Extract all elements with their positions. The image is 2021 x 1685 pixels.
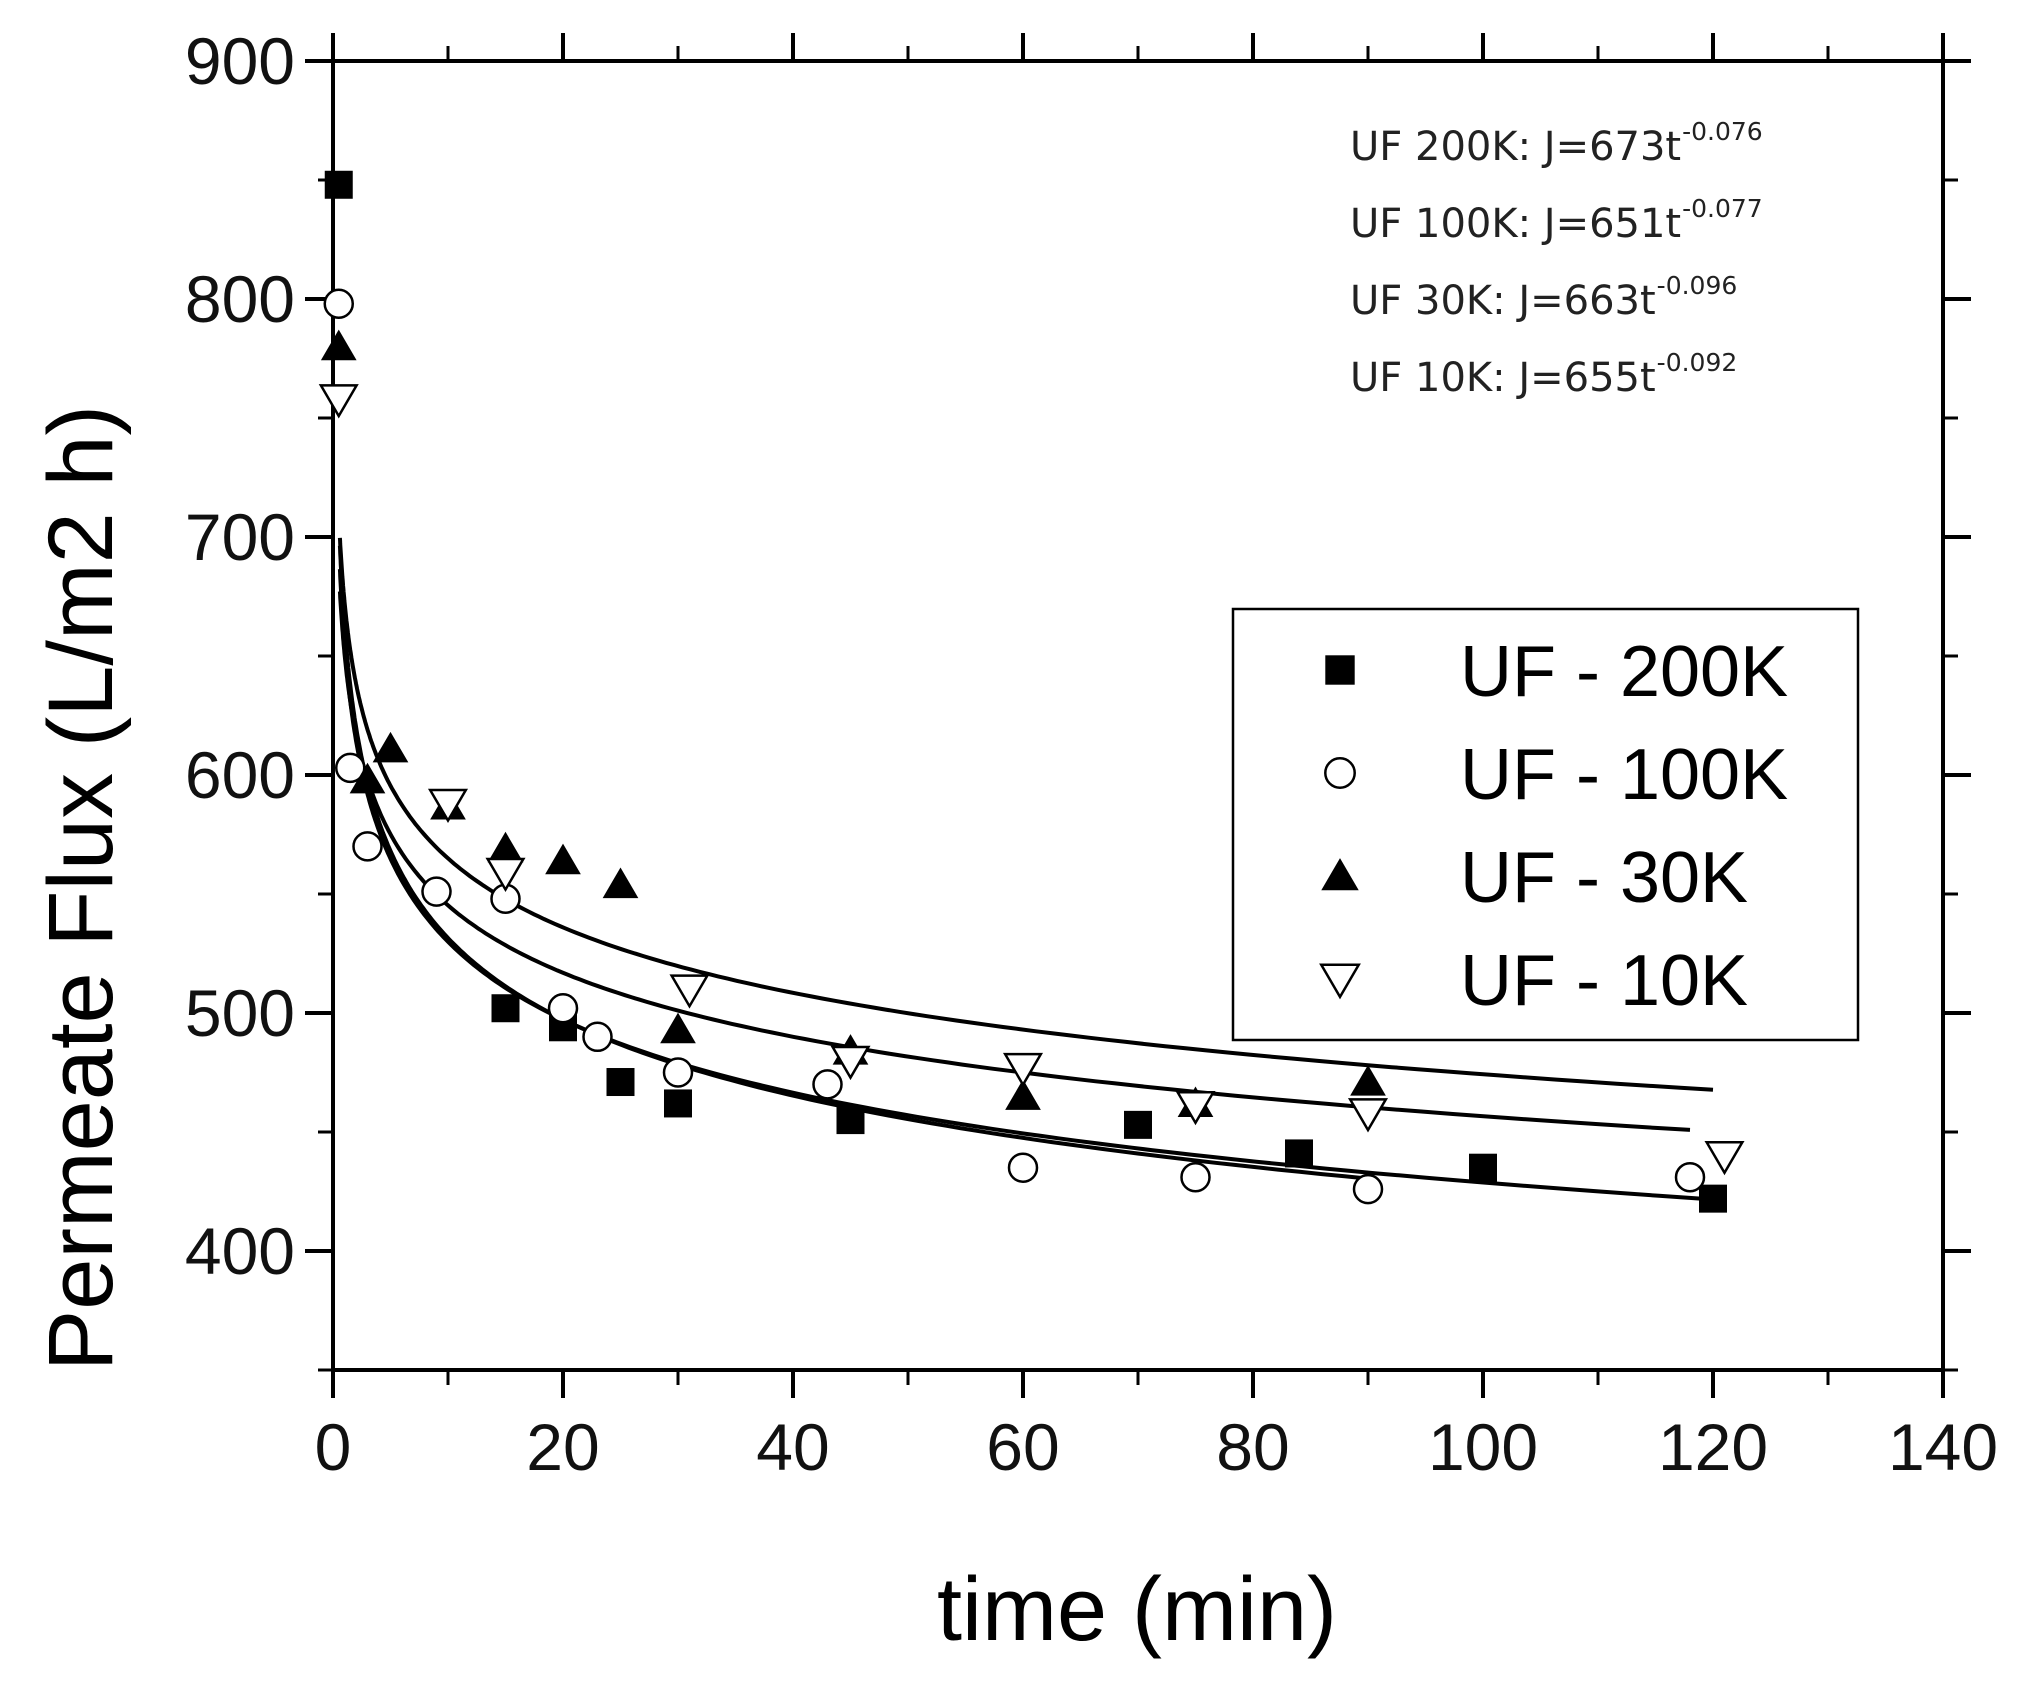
marker-square xyxy=(664,1089,692,1118)
x-tick-label: 0 xyxy=(315,1410,352,1484)
fit-curve xyxy=(337,568,1725,1203)
marker-triangle-down xyxy=(830,1045,871,1081)
marker-square xyxy=(491,994,520,1023)
fit-equation-exponent: -0.096 xyxy=(1657,271,1738,300)
y-axis-title: Permeate Flux (L/m2 h) xyxy=(30,405,132,1371)
y-tick-label: 700 xyxy=(185,500,295,574)
fit-equation: UF 30K: J=663t xyxy=(1350,278,1656,324)
x-tick-label: 40 xyxy=(756,1410,829,1484)
marker-circle xyxy=(1674,1161,1706,1193)
marker-triangle-down xyxy=(1002,1052,1044,1088)
legend-entry-label: UF - 200K xyxy=(1460,632,1788,712)
marker-triangle-down xyxy=(1704,1140,1745,1176)
marker-triangle-up xyxy=(349,762,386,794)
data-markers xyxy=(318,170,1745,1213)
fit-curve xyxy=(337,537,1714,1092)
marker-square xyxy=(1325,655,1355,685)
y-tick-label: 900 xyxy=(185,24,295,98)
x-axis-title: time (min) xyxy=(937,1560,1337,1660)
marker-circle xyxy=(812,1069,843,1100)
marker-triangle-down xyxy=(485,857,526,893)
marker-circle xyxy=(335,752,366,784)
y-tick-label: 600 xyxy=(185,738,295,812)
marker-triangle-up xyxy=(602,867,639,899)
x-tick-label: 140 xyxy=(1888,1410,1998,1484)
marker-circle xyxy=(1180,1161,1211,1193)
marker-triangle-down xyxy=(669,974,710,1009)
fit-equation-exponent: -0.092 xyxy=(1657,348,1738,377)
marker-square xyxy=(1469,1153,1497,1182)
fit-equation-exponent: -0.077 xyxy=(1682,194,1763,223)
marker-triangle-down xyxy=(427,788,469,824)
marker-triangle-down xyxy=(1319,963,1361,1000)
x-tick-label: 20 xyxy=(526,1410,599,1484)
y-tick-label: 500 xyxy=(185,976,295,1050)
marker-triangle-up xyxy=(487,831,524,863)
x-tick-label: 120 xyxy=(1658,1410,1768,1484)
x-tick-label: 60 xyxy=(986,1410,1059,1484)
fit-equation: UF 100K: J=651t xyxy=(1350,201,1681,247)
x-tick-label: 80 xyxy=(1216,1410,1289,1484)
marker-circle xyxy=(323,288,354,320)
marker-circle xyxy=(1007,1152,1039,1183)
marker-triangle-up xyxy=(320,329,357,361)
y-tick-label: 800 xyxy=(185,262,295,336)
marker-triangle-down xyxy=(1175,1090,1216,1126)
x-tick-label: 100 xyxy=(1428,1410,1538,1484)
fit-equation-exponent: -0.076 xyxy=(1682,117,1763,146)
marker-circle xyxy=(421,876,452,907)
marker-circle xyxy=(547,992,579,1024)
marker-triangle-up xyxy=(1005,1079,1041,1110)
marker-square xyxy=(1285,1139,1313,1168)
marker-triangle-down xyxy=(1347,1098,1389,1133)
legend: UF - 200K UF - 100K UF - 30K UF - 10K xyxy=(1231,607,1860,1042)
marker-triangle-up xyxy=(372,731,409,763)
marker-triangle-up xyxy=(660,1012,696,1044)
fit-equation: UF 200K: J=673t xyxy=(1350,124,1681,170)
fit-equation: UF 10K: J=655t xyxy=(1350,355,1656,401)
marker-circle xyxy=(582,1021,613,1053)
marker-circle xyxy=(662,1057,694,1088)
axes-layer: 0 20 40 60 80 100 120 140 400 500 600 700 800 900 xyxy=(185,24,1998,1484)
marker-square xyxy=(1699,1184,1727,1213)
legend-entry-label: UF - 100K xyxy=(1460,735,1788,815)
marker-triangle-up xyxy=(545,843,581,875)
marker-square xyxy=(1124,1110,1152,1139)
marker-triangle-up xyxy=(1350,1065,1386,1096)
marker-square xyxy=(324,170,353,199)
marker-triangle-up xyxy=(1321,858,1359,891)
marker-triangle-down xyxy=(318,384,359,419)
marker-circle xyxy=(352,831,383,862)
y-tick-label: 400 xyxy=(185,1214,295,1288)
marker-circle xyxy=(1324,757,1356,789)
legend-entry-label: UF - 10K xyxy=(1460,941,1748,1021)
marker-square xyxy=(836,1106,865,1135)
legend-entry-label: UF - 30K xyxy=(1460,838,1748,918)
marker-circle xyxy=(1352,1173,1384,1205)
marker-square xyxy=(606,1068,635,1097)
